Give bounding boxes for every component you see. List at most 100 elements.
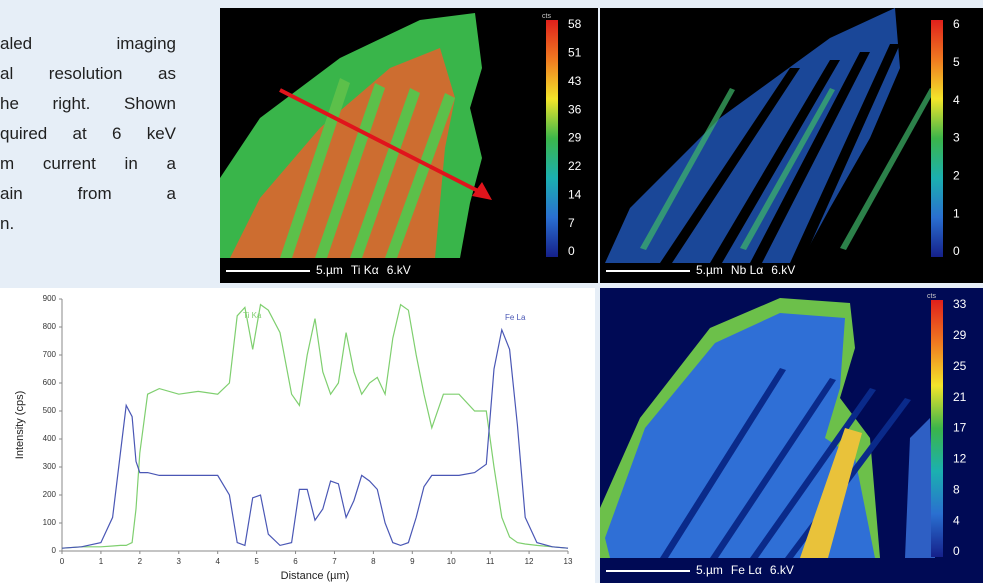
colorbar-tick-label: 3 [953, 131, 960, 145]
colorbar-tick-label: 0 [953, 244, 960, 258]
profile-arrow-head [472, 182, 492, 200]
colorbar-tick-label: 5 [953, 55, 960, 69]
grain-band [280, 78, 350, 258]
colorbar-tick-label: 58 [568, 17, 582, 31]
y-tick-label: 0 [52, 546, 57, 555]
caption-scale: 5.µm [316, 263, 343, 277]
y-tick-label: 800 [43, 322, 57, 331]
x-tick-label: 4 [215, 557, 220, 566]
colorbar-tick-label: 29 [953, 328, 967, 342]
caption-element: Nb Lα [731, 263, 763, 277]
colorbar-tick-label: 8 [953, 482, 960, 496]
colorbar-tick-label: 4 [953, 513, 960, 527]
x-tick-label: 9 [410, 557, 415, 566]
element-map: cts 33 29 25 21 17 12 8 4 0 5.µm Fe Lα 6.kV [600, 288, 983, 583]
series-label: Fe La [505, 313, 526, 322]
colorbar-tick-label: 21 [953, 390, 967, 404]
x-tick-label: 12 [525, 557, 534, 566]
caption-scale: 5.µm [696, 263, 723, 277]
series-line [61, 303, 569, 549]
colorbar-tick-label: 51 [568, 46, 582, 60]
caption-voltage: 6.kV [387, 263, 411, 277]
colorbar [931, 20, 943, 257]
x-tick-label: 11 [486, 557, 495, 566]
colorbar [546, 20, 558, 257]
y-tick-label: 600 [43, 378, 57, 387]
colorbar-tick-label: 29 [568, 131, 582, 145]
grain-gap [710, 60, 840, 263]
caption-voltage: 6.kV [770, 563, 794, 577]
x-tick-label: 5 [254, 557, 259, 566]
text-line: m current in a [0, 154, 176, 173]
grain-gap [790, 44, 900, 263]
grain-gap [825, 36, 925, 263]
x-tick-label: 2 [138, 557, 143, 566]
text-line: n. [0, 214, 15, 233]
series-line [61, 327, 569, 549]
x-tick-label: 10 [447, 557, 456, 566]
x-tick-label: 1 [99, 557, 104, 566]
x-tick-label: 13 [564, 557, 573, 566]
series-label: Ti Ka [243, 311, 262, 320]
colorbar-tick-label: 36 [568, 102, 582, 116]
colorbar-unit: cts [542, 13, 551, 20]
y-tick-label: 500 [43, 406, 57, 415]
x-tick-label: 0 [60, 557, 65, 566]
y-tick-label: 700 [43, 350, 57, 359]
colorbar-tick-label: 43 [568, 74, 582, 88]
map-caption: 5.µm Ti Kα 6.kV [316, 263, 411, 277]
caption-element: Fe Lα [731, 563, 762, 577]
colorbar-tick-label: 1 [953, 206, 960, 220]
text-line: al resolution as [0, 64, 176, 83]
colorbar-tick-label: 7 [568, 216, 575, 230]
colorbar-tick-label: 0 [953, 544, 960, 558]
caption-voltage: 6.kV [771, 263, 795, 277]
colorbar-tick-label: 17 [953, 421, 967, 435]
caption-scale: 5.µm [696, 563, 723, 577]
colorbar-tick-label: 4 [953, 93, 960, 107]
y-tick-label: 400 [43, 434, 57, 443]
chart-background [0, 288, 595, 583]
x-tick-label: 6 [293, 557, 298, 566]
text-line: aled imaging [0, 34, 176, 53]
y-tick-label: 300 [43, 462, 57, 471]
text-line: ain from a [0, 184, 176, 203]
element-map: cts 58 51 43 36 29 22 14 7 0 5.µm Ti Kα 6.kV [220, 8, 598, 283]
colorbar-tick-label: 0 [568, 244, 575, 258]
grain-band [385, 93, 455, 258]
colorbar-tick-label: 25 [953, 359, 967, 373]
x-axis-label: Distance (µm) [281, 570, 350, 582]
grain-band [350, 88, 420, 258]
x-tick-label: 8 [371, 557, 376, 566]
grain-band [660, 368, 786, 558]
grain-band [315, 83, 385, 258]
colorbar-tick-label: 33 [953, 297, 967, 311]
element-map: 6 5 4 3 2 1 0 5.µm Nb Lα 6.kV [600, 8, 983, 283]
grain-gap [750, 52, 870, 263]
grain-band [840, 88, 935, 250]
y-tick-label: 100 [43, 518, 57, 527]
grain-band [740, 88, 835, 250]
map-caption: 5.µm Nb Lα 6.kV [696, 263, 795, 277]
caption-element: Ti Kα [351, 263, 379, 277]
y-axis-label: Intensity (cps) [14, 391, 26, 459]
profile-arrow [279, 88, 483, 195]
colorbar-tick-label: 2 [953, 169, 960, 183]
colorbar-tick-label: 6 [953, 17, 960, 31]
grain-band [640, 88, 735, 250]
text-line: he right. Shown [0, 94, 176, 113]
grain-gap [660, 68, 800, 263]
colorbar-unit: cts [927, 293, 936, 300]
side-grain [905, 418, 935, 558]
grain-stripe [800, 428, 862, 558]
y-tick-label: 900 [43, 294, 57, 303]
x-tick-label: 7 [332, 557, 337, 566]
text-line: quired at 6 keV [0, 124, 176, 143]
colorbar-tick-label: 14 [568, 187, 582, 201]
colorbar-tick-label: 22 [568, 159, 582, 173]
grain-band [710, 378, 836, 558]
x-tick-label: 3 [177, 557, 182, 566]
y-tick-label: 200 [43, 490, 57, 499]
